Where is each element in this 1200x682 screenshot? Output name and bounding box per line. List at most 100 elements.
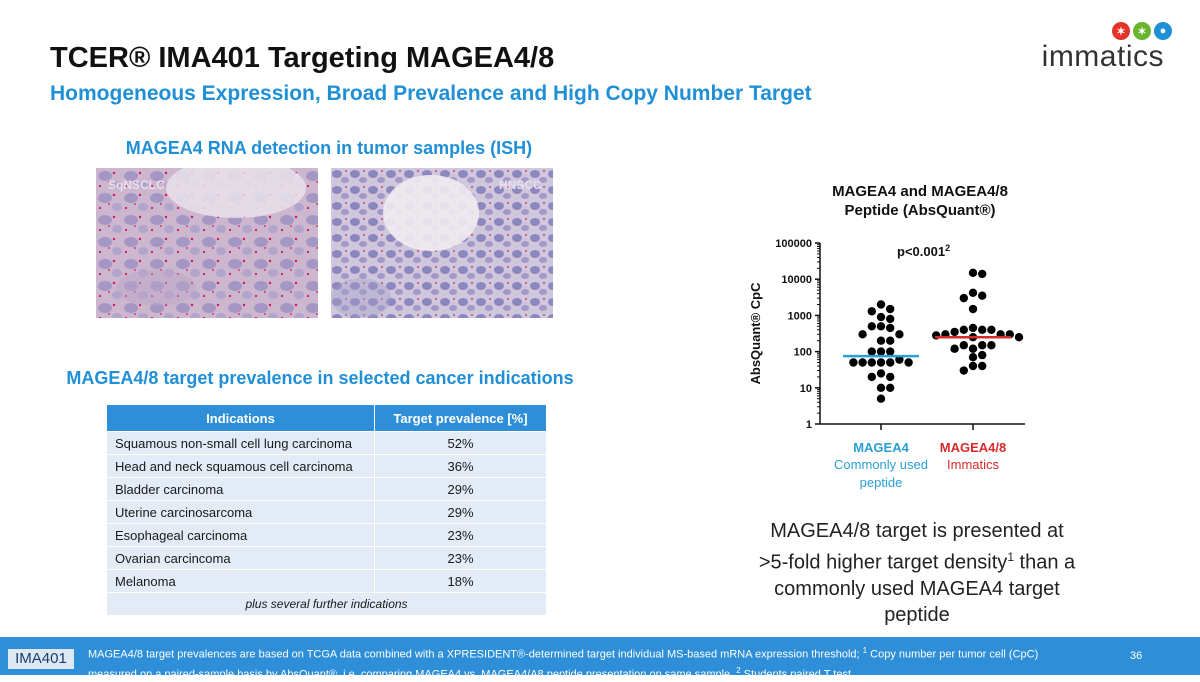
y-tick-label: 100 (794, 347, 812, 359)
page-number: 36 (1130, 650, 1143, 662)
data-point (858, 358, 867, 367)
footnote-marker-2: 2 (736, 665, 741, 675)
category-sublabel: Commonly used (834, 457, 928, 472)
density-line-1: MAGEA4/8 target is presented at (770, 520, 1064, 542)
y-axis-label: AbsQuant® CpC (748, 282, 763, 385)
data-point (959, 341, 968, 350)
data-point (978, 291, 987, 300)
data-point (959, 293, 968, 303)
footnote-marker-1: 1 (862, 646, 868, 655)
data-point (968, 268, 978, 278)
table-row: Esophageal carcinoma 23% (106, 523, 547, 547)
logo-wordmark: immatics (1041, 40, 1164, 73)
data-point (867, 358, 876, 367)
prevalence-cell: 29% (374, 500, 547, 524)
ish-label-hnscc: HNSCC (499, 178, 542, 192)
data-point (968, 304, 978, 314)
data-point (959, 366, 968, 375)
data-point (876, 322, 886, 331)
data-point (867, 322, 876, 331)
indication-cell: Head and neck squamous cell carcinoma (106, 454, 375, 478)
data-point (950, 344, 959, 353)
ish-image-sqnsclc-picture (96, 158, 318, 318)
prevalence-cell: 52% (374, 431, 547, 455)
program-tag: IMA401 (8, 649, 74, 669)
column-header-prevalence: Target prevalence [%] (374, 404, 547, 432)
indication-cell: Uterine carcinosarcoma (106, 500, 375, 524)
data-point (968, 323, 978, 333)
data-point (1014, 332, 1024, 342)
footer-bar: IMA401 MAGEA4/8 target prevalences are b… (0, 637, 1200, 680)
density-line-2b: than a (1014, 551, 1076, 574)
data-point (968, 344, 978, 353)
absquant-chart-svg: MAGEA4 and MAGEA4/8 Peptide (AbsQuant®) Ab… (748, 183, 1025, 490)
prevalence-cell: 29% (374, 477, 547, 501)
data-point (978, 361, 987, 371)
density-line-2: >5-fold higher target density1 than a (740, 544, 1094, 576)
category-sublabel: peptide (860, 475, 903, 490)
data-point (968, 288, 978, 298)
y-tick-label: 10 (800, 383, 812, 395)
data-point (886, 304, 895, 314)
data-point (886, 347, 895, 356)
indication-cell: Squamous non-small cell lung carcinoma (106, 431, 375, 455)
data-point (978, 341, 987, 350)
p-value-footnote: 2 (945, 243, 950, 253)
data-point (876, 383, 886, 392)
logo-green-dot: ✶ (1133, 22, 1151, 40)
data-point (876, 336, 886, 345)
category-label: MAGEA4/8 (940, 440, 1006, 455)
density-footnote-1: 1 (1007, 550, 1014, 564)
further-indications-note: plus several further indications (106, 592, 547, 616)
ish-image-sqnsclc: SqNSCLC (96, 158, 318, 318)
data-point (904, 358, 913, 367)
data-point (867, 307, 876, 316)
chart-title-line: MAGEA4 and MAGEA4/8 (832, 183, 1008, 200)
y-tick-label: 1000 (788, 310, 812, 322)
page-title: TCER® IMA401 Targeting MAGEA4/8 (50, 42, 555, 74)
data-point (886, 372, 895, 382)
data-point (959, 325, 968, 335)
logo-red-dot: ✶ (1112, 22, 1130, 40)
indication-cell: Ovarian carcincoma (106, 546, 375, 570)
footnote-part-a: MAGEA4/8 target prevalences are based on… (88, 648, 863, 661)
table-row: Melanoma 18% (106, 569, 547, 593)
prevalence-cell: 23% (374, 546, 547, 570)
data-point (968, 353, 978, 362)
target-density-statement: MAGEA4/8 target is presented at >5-fold … (740, 518, 1094, 628)
y-tick-label: 10000 (781, 274, 812, 286)
table-row: Bladder carcinoma 29% (106, 477, 547, 501)
y-tick-label: 100000 (775, 238, 812, 250)
p-value-annotation: p<0.0012 (897, 243, 950, 259)
table-row: Uterine carcinosarcoma 29% (106, 500, 547, 524)
chart-title: MAGEA4 and MAGEA4/8 Peptide (AbsQuant®) (832, 183, 1008, 219)
y-tick-label: 1 (806, 419, 812, 431)
prevalence-table: Indications Target prevalence [%] Squamo… (106, 404, 547, 616)
data-point (858, 330, 867, 339)
data-point (886, 336, 895, 345)
ish-image-hnscc: HNSCC (331, 168, 553, 318)
category-sublabel: Immatics (947, 457, 1000, 472)
density-line-3: commonly used MAGEA4 target peptide (774, 577, 1060, 626)
prevalence-cell: 18% (374, 569, 547, 593)
category-label: MAGEA4 (853, 440, 909, 455)
data-point (849, 358, 858, 367)
immatics-logo: ✶ ✶ ● immatics (1030, 22, 1172, 74)
data-point (876, 394, 886, 403)
page-subtitle: Homogeneous Expression, Broad Prevalence… (50, 82, 812, 105)
data-point (968, 361, 978, 371)
data-point (895, 355, 904, 364)
data-point (886, 383, 895, 392)
data-point (950, 327, 959, 337)
data-point (886, 314, 895, 324)
prevalence-cell: 36% (374, 454, 547, 478)
table-header-row: Indications Target prevalence [%] (106, 404, 547, 432)
data-point (886, 323, 895, 333)
density-line-2a: >5-fold higher target density (758, 551, 1008, 574)
data-point (987, 325, 996, 335)
data-point (886, 358, 895, 367)
data-point (895, 330, 904, 339)
indication-cell: Bladder carcinoma (106, 477, 375, 501)
chart-title-line: Peptide (AbsQuant®) (844, 202, 995, 219)
data-point (978, 350, 987, 360)
